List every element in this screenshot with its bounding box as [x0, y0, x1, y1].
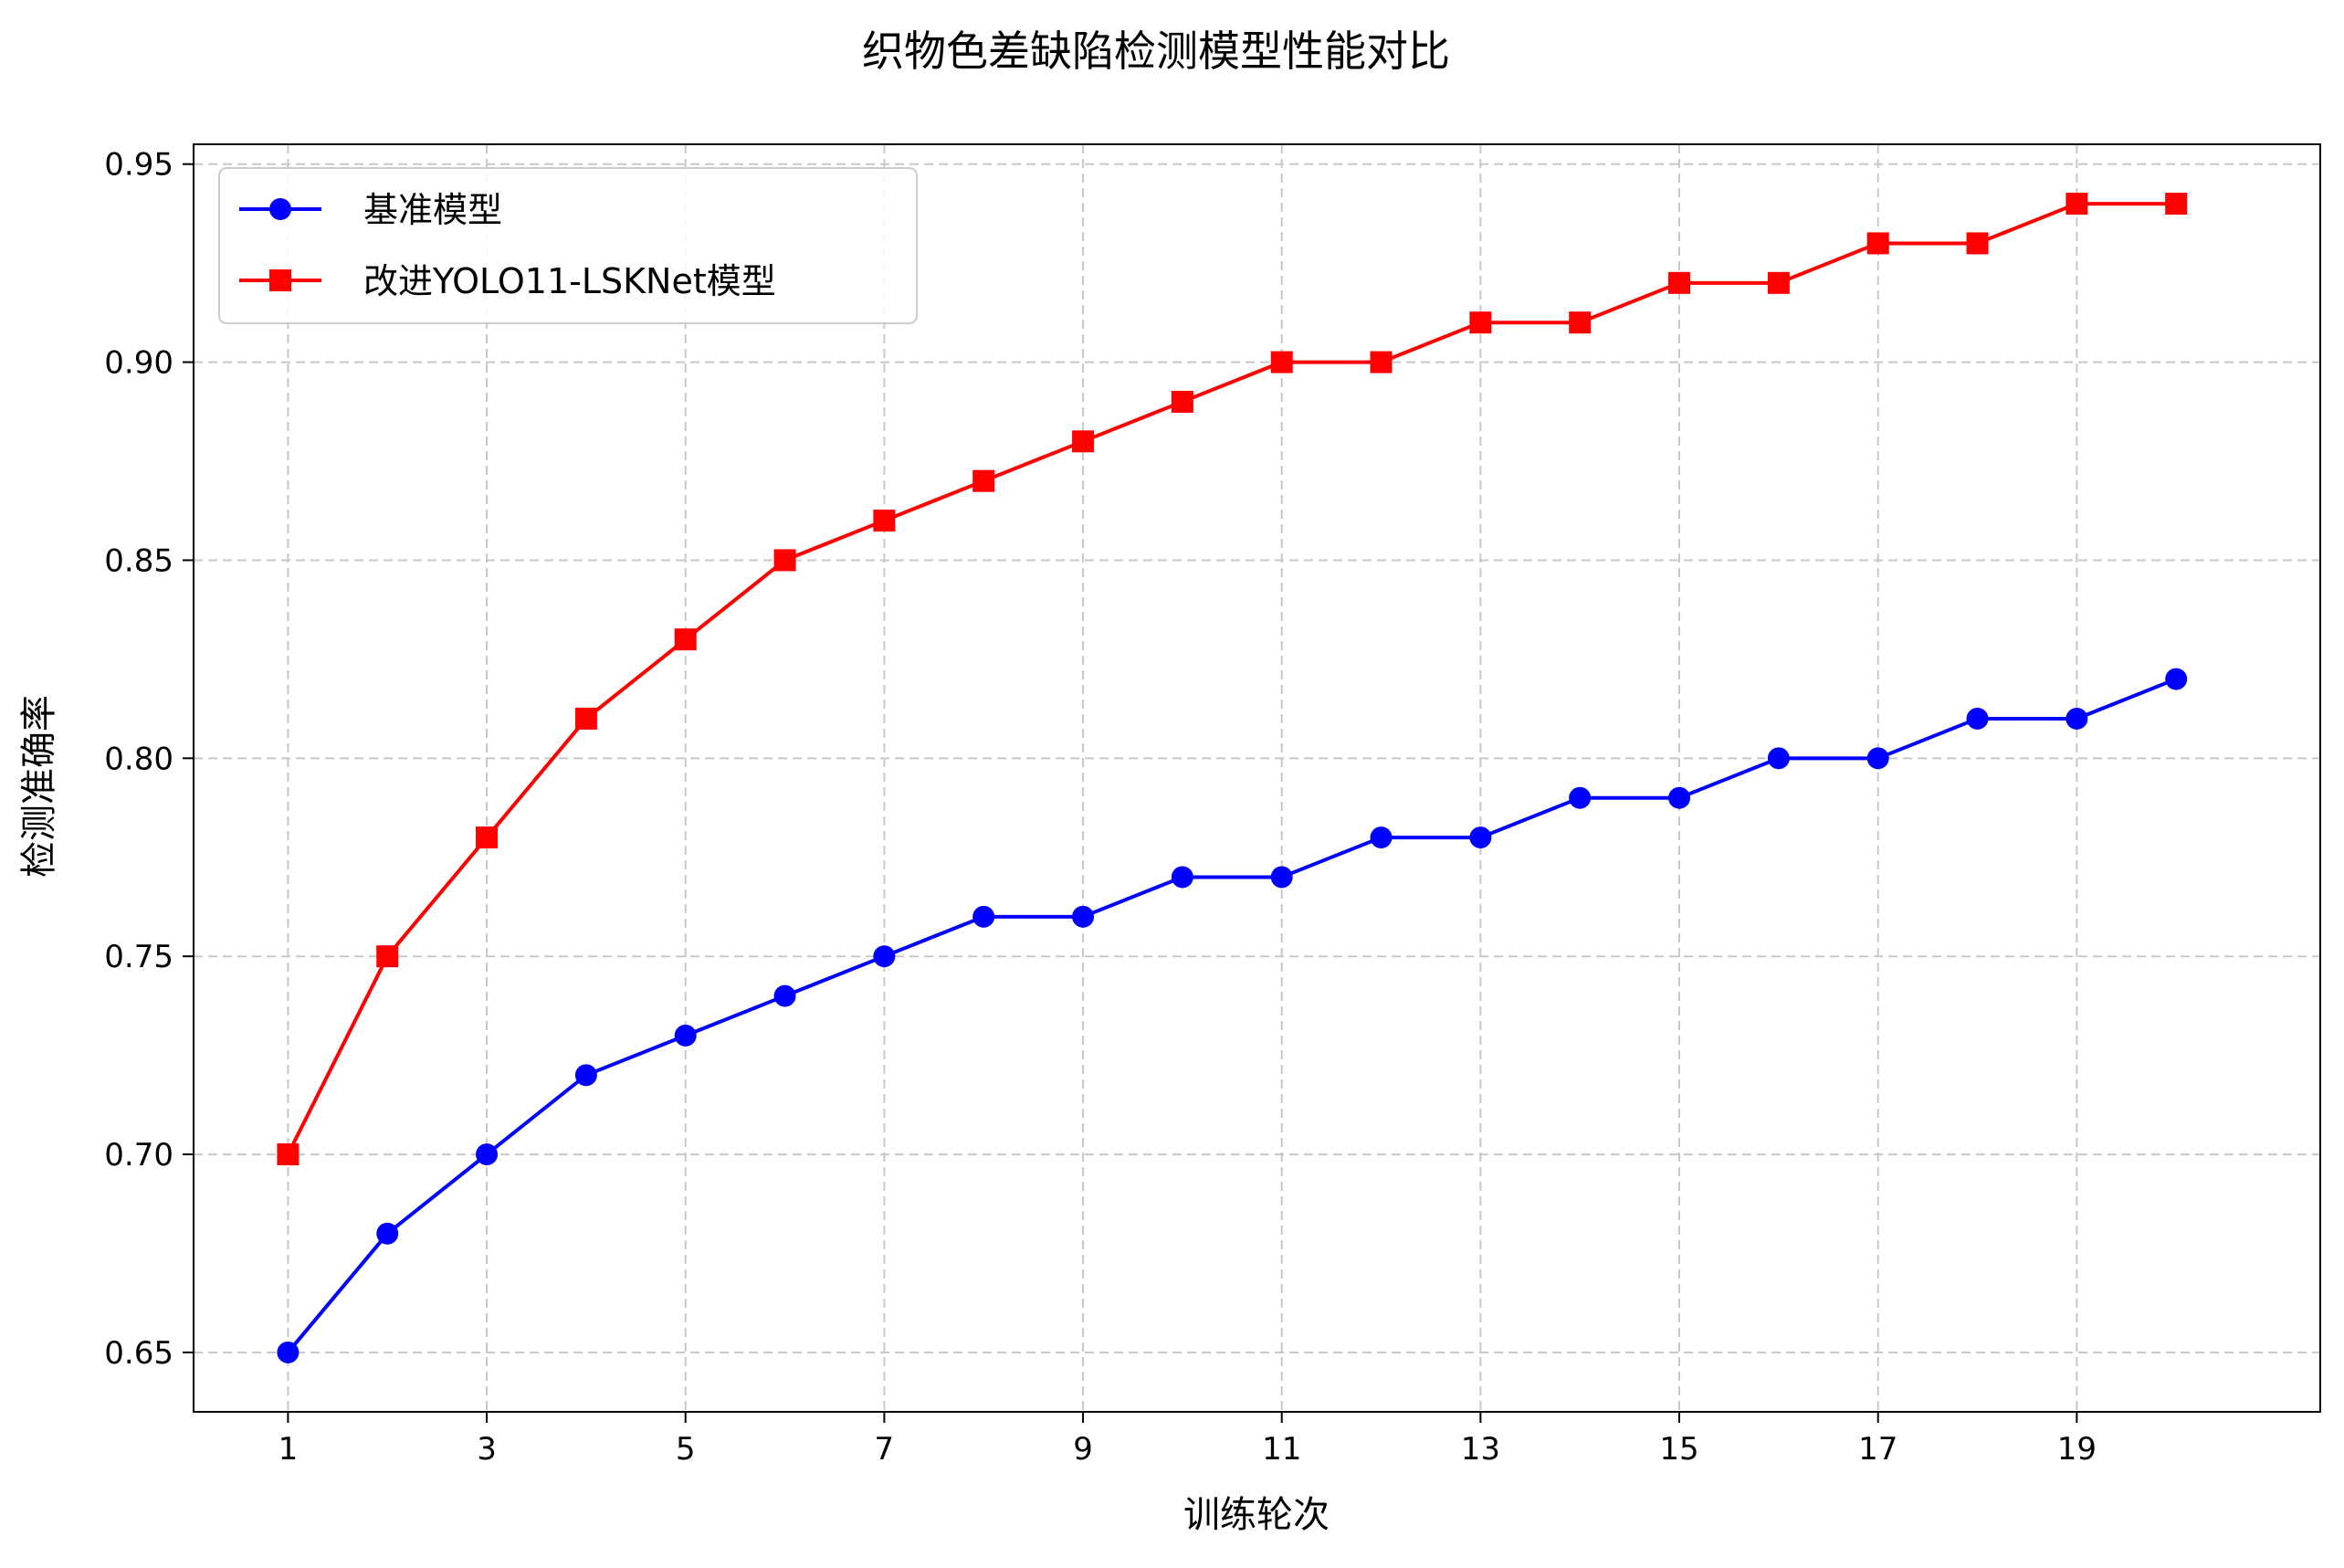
data-point: [1866, 747, 1889, 770]
data-point: [773, 549, 796, 572]
data-point: [574, 707, 597, 730]
x-tick-label: 11: [1262, 1431, 1301, 1468]
y-tick-label: 0.70: [104, 1137, 173, 1173]
chart-title: 织物色差缺陷检测模型性能对比: [862, 26, 1450, 76]
data-point: [574, 1064, 597, 1087]
data-point: [1270, 866, 1293, 889]
y-tick-label: 0.95: [104, 147, 173, 184]
x-tick-label: 1: [279, 1431, 299, 1468]
data-point: [476, 1143, 499, 1166]
data-point: [1668, 271, 1691, 294]
data-point: [773, 984, 796, 1007]
series-group: [277, 193, 2188, 1363]
data-point: [1668, 786, 1691, 809]
data-point: [1171, 390, 1193, 413]
x-tick-label: 17: [1858, 1431, 1897, 1468]
y-tick-label: 0.65: [104, 1335, 173, 1372]
legend-label-improved: 改进YOLO11-LSKNet模型: [363, 261, 776, 301]
series-line: [286, 677, 2177, 1354]
data-point: [674, 628, 697, 651]
data-point: [1966, 707, 1989, 730]
data-point: [277, 1341, 300, 1363]
x-tick-label: 7: [875, 1431, 895, 1468]
data-point: [1767, 747, 1790, 770]
y-axis: 0.65 0.70 0.75 0.80 0.85 0.90 0.95: [104, 147, 194, 1372]
data-point: [1072, 905, 1095, 928]
data-point: [2065, 193, 2088, 216]
grid: [194, 144, 2320, 1412]
series-1: [277, 193, 2188, 1166]
y-axis-label: 检测准确率: [18, 695, 60, 878]
data-point: [476, 826, 499, 849]
x-axis-label: 训练轮次: [1183, 1494, 1330, 1536]
data-point: [972, 469, 995, 492]
data-point: [1270, 351, 1293, 374]
data-point: [2165, 193, 2188, 216]
x-tick-label: 13: [1461, 1431, 1500, 1468]
data-point: [1767, 271, 1790, 294]
x-axis: 1 3 5 7 9 11 13 15 17 19: [279, 1412, 2097, 1468]
series-line: [286, 202, 2177, 1155]
data-point: [1370, 826, 1393, 849]
y-tick-label: 0.85: [104, 542, 173, 579]
x-tick-label: 9: [1073, 1431, 1093, 1468]
legend-box: [218, 167, 918, 324]
data-point: [1469, 826, 1492, 849]
series-0: [277, 668, 2188, 1363]
y-tick-label: 0.90: [104, 345, 173, 382]
data-point: [1370, 351, 1393, 374]
legend-marker-improved: [269, 269, 291, 291]
y-tick-label: 0.80: [104, 741, 173, 777]
data-point: [1469, 311, 1492, 334]
x-tick-label: 5: [676, 1431, 696, 1468]
plot-area: [193, 143, 2321, 1413]
data-point: [1171, 866, 1193, 889]
data-point: [277, 1143, 300, 1166]
data-point: [873, 510, 896, 532]
data-point: [873, 945, 896, 968]
y-tick-label: 0.75: [104, 939, 173, 975]
data-point: [376, 945, 399, 968]
x-tick-label: 19: [2057, 1431, 2097, 1468]
x-tick-label: 15: [1659, 1431, 1698, 1468]
data-point: [1966, 232, 1989, 255]
data-point: [674, 1024, 697, 1047]
data-point: [972, 905, 995, 928]
legend: 基准模型 改进YOLO11-LSKNet模型: [218, 167, 918, 324]
data-point: [2065, 707, 2088, 730]
legend-marker-baseline: [269, 198, 291, 220]
data-point: [1866, 232, 1889, 255]
data-point: [2165, 668, 2188, 690]
legend-label-baseline: 基准模型: [363, 190, 502, 230]
data-point: [376, 1222, 399, 1245]
data-point: [1569, 311, 1592, 334]
x-tick-label: 3: [477, 1431, 497, 1468]
data-point: [1072, 430, 1095, 453]
data-point: [1569, 786, 1592, 809]
